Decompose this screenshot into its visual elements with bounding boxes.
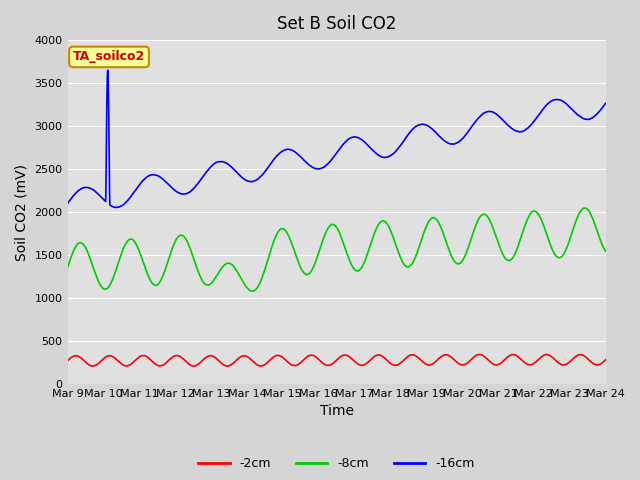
X-axis label: Time: Time xyxy=(319,405,353,419)
Text: TA_soilco2: TA_soilco2 xyxy=(73,50,145,63)
Legend: -2cm, -8cm, -16cm: -2cm, -8cm, -16cm xyxy=(193,452,479,475)
Title: Set B Soil CO2: Set B Soil CO2 xyxy=(277,15,396,33)
Y-axis label: Soil CO2 (mV): Soil CO2 (mV) xyxy=(15,164,29,261)
